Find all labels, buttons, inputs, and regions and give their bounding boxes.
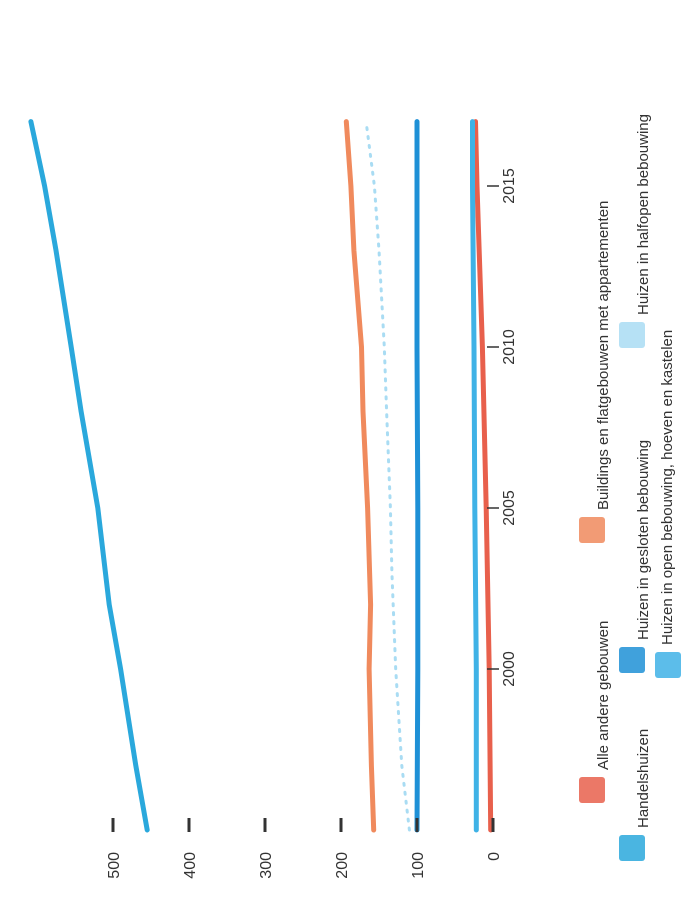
legend-label-1: Alle andere gebouwen [595,621,612,770]
x-tick-label: 2000 [501,651,518,687]
x-tick-label: 2010 [501,329,518,365]
legend-label-2: Buildings en flatgebouwen met appartemen… [595,201,612,510]
legend-swatch-6 [655,652,681,678]
y-tick-label: 0 [486,852,503,861]
legend-label-5: Huizen in halfopen bebouwing [635,114,652,315]
y-axis: 0 100 200 300 400 500 [106,818,503,879]
legend-label-3: Handelshuizen [635,729,652,828]
y-tick-label: 500 [106,852,123,879]
x-axis: 2000 2005 2010 2015 [487,168,518,687]
series-line-6 [470,119,479,833]
legend-swatch-4 [619,647,645,673]
y-tick-label: 400 [182,852,199,879]
plot-area [28,119,494,833]
legend-swatch-2 [579,517,605,543]
series-line-2 [343,119,377,833]
legend-swatch-1 [579,777,605,803]
legend: Alle andere gebouwen Buildings en flatgeb… [579,114,681,861]
series-line-1 [473,119,494,833]
legend-swatch-3 [619,835,645,861]
y-tick-label: 300 [258,852,275,879]
y-tick-label: 200 [334,852,351,879]
series-line-3 [28,119,150,833]
y-tick-label: 100 [410,852,427,879]
series-line-4 [414,119,421,833]
x-tick-label: 2005 [501,490,518,526]
legend-swatch-5 [619,322,645,348]
x-tick-label: 2015 [501,168,518,204]
legend-label-6: Huizen in open bebouwing, hoeven en kast… [659,330,676,645]
legend-label-4: Huizen in gesloten bebouwing [635,440,652,640]
series-line-5 [364,120,411,832]
